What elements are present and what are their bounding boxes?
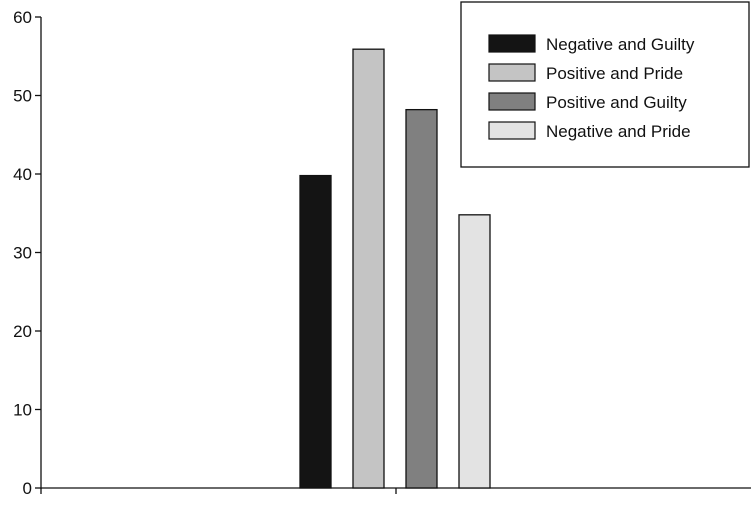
x-axis bbox=[40, 487, 751, 494]
legend-swatch bbox=[488, 34, 536, 53]
y-tick-label: 20 bbox=[13, 322, 32, 341]
y-tick-label: 40 bbox=[13, 165, 32, 184]
legend-swatch bbox=[488, 121, 536, 140]
bars bbox=[299, 48, 491, 489]
y-tick-label: 0 bbox=[23, 479, 32, 498]
y-tick-label: 50 bbox=[13, 87, 32, 106]
bar-positive-and-guilty bbox=[405, 108, 438, 489]
y-tick-label: 60 bbox=[13, 8, 32, 27]
bar-positive-and-pride bbox=[352, 48, 385, 489]
y-tick-label: 10 bbox=[13, 401, 32, 420]
legend-label: Negative and Pride bbox=[546, 122, 691, 141]
legend-label: Negative and Guilty bbox=[546, 35, 695, 54]
legend-swatch bbox=[488, 92, 536, 111]
y-axis: 0 10 20 30 40 50 60 bbox=[13, 8, 42, 498]
legend-items: Negative and Guilty Positive and Pride Pos… bbox=[488, 34, 695, 141]
legend-swatch bbox=[488, 63, 536, 82]
legend: Negative and Guilty Positive and Pride Pos… bbox=[460, 1, 750, 168]
legend-box bbox=[460, 1, 750, 168]
y-ticks: 0 10 20 30 40 50 60 bbox=[13, 8, 41, 498]
legend-label: Positive and Guilty bbox=[546, 93, 687, 112]
y-tick-label: 30 bbox=[13, 244, 32, 263]
bar-negative-and-guilty bbox=[299, 174, 332, 489]
bar-negative-and-pride bbox=[458, 214, 491, 489]
legend-label: Positive and Pride bbox=[546, 64, 683, 83]
